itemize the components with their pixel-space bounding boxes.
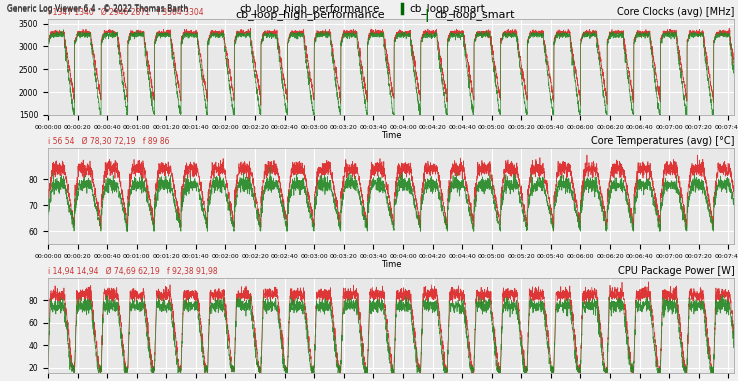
Text: i 1347 1340   Ø 2946 2871   f 3504 3304: i 1347 1340 Ø 2946 2871 f 3504 3304	[48, 8, 204, 17]
Text: cb_loop_smart: cb_loop_smart	[434, 9, 514, 20]
Text: CPU Package Power [W]: CPU Package Power [W]	[618, 266, 734, 276]
X-axis label: Time: Time	[381, 131, 401, 140]
Text: cb_loop_high_performance: cb_loop_high_performance	[240, 3, 380, 14]
X-axis label: Time: Time	[381, 260, 401, 269]
Text: i 56 54   Ø 78,30 72,19   f 89 86: i 56 54 Ø 78,30 72,19 f 89 86	[48, 138, 170, 146]
Text: i 14,94 14,94   Ø 74,69 62,19   f 92,38 91,98: i 14,94 14,94 Ø 74,69 62,19 f 92,38 91,9…	[48, 267, 218, 276]
Text: cb_loop_high_performance: cb_loop_high_performance	[235, 9, 384, 20]
Text: Core Clocks (avg) [MHz]: Core Clocks (avg) [MHz]	[617, 7, 734, 17]
Text: Generic Log Viewer 6.4 - © 2022 Thomas Barth: Generic Log Viewer 6.4 - © 2022 Thomas B…	[7, 4, 189, 13]
Text: Core Temperatures (avg) [°C]: Core Temperatures (avg) [°C]	[591, 136, 734, 146]
Text: Generic Log Viewer 6.4 - © 2022 Thomas Barth: Generic Log Viewer 6.4 - © 2022 Thomas B…	[7, 5, 189, 14]
Text: cb_loop_smart: cb_loop_smart	[410, 3, 486, 14]
Text: |: |	[424, 9, 429, 22]
